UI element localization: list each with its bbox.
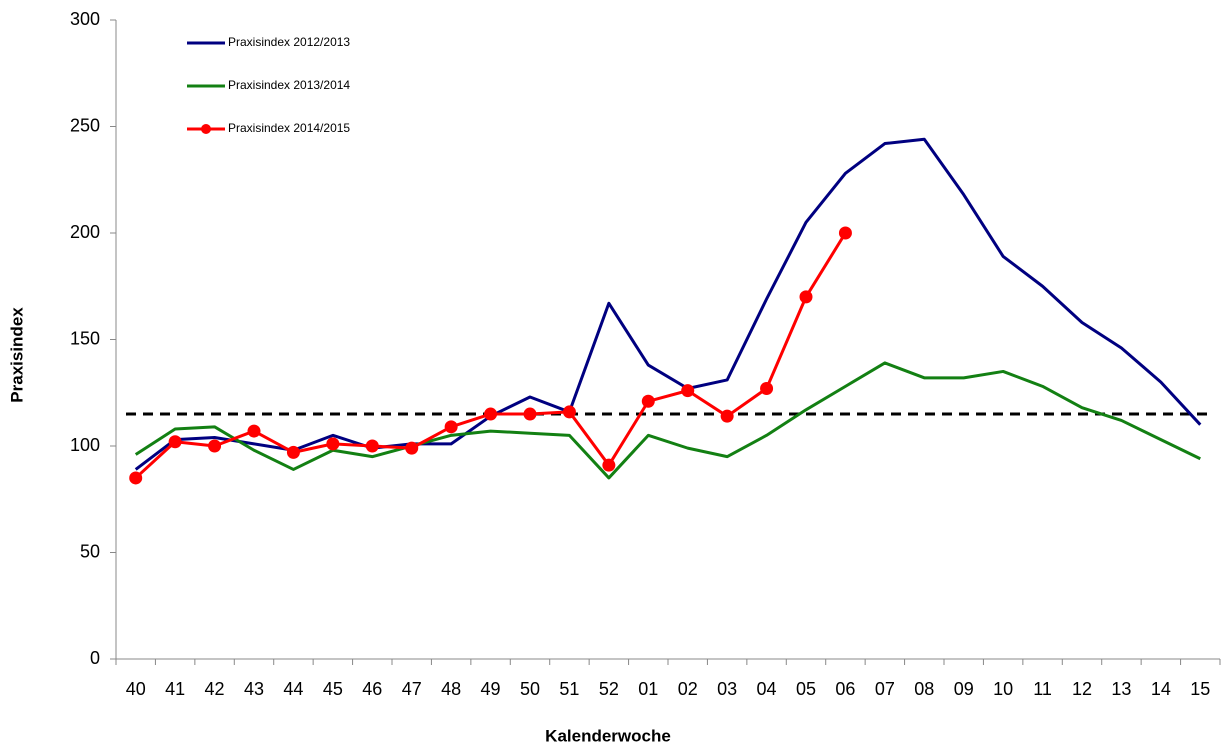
x-tick-label: 50	[520, 679, 540, 699]
series-marker	[641, 394, 655, 408]
legend-label: Praxisindex 2013/2014	[228, 78, 350, 92]
x-tick-label: 06	[835, 679, 855, 699]
x-tick-label: 12	[1072, 679, 1092, 699]
series-marker	[720, 409, 734, 423]
series-marker	[286, 445, 300, 459]
x-tick-label: 43	[244, 679, 264, 699]
x-tick-label: 07	[875, 679, 895, 699]
x-tick-label: 44	[283, 679, 303, 699]
series-marker	[838, 226, 852, 240]
y-tick-label: 200	[70, 222, 100, 242]
series-marker	[405, 441, 419, 455]
x-tick-label: 01	[638, 679, 658, 699]
series-marker	[602, 458, 616, 472]
x-tick-label: 11	[1033, 679, 1052, 699]
x-tick-label: 08	[914, 679, 934, 699]
legend-label: Praxisindex 2014/2015	[228, 121, 350, 135]
x-tick-label: 48	[441, 679, 461, 699]
x-tick-label: 42	[205, 679, 225, 699]
y-tick-label: 0	[90, 648, 100, 668]
x-tick-label: 03	[717, 679, 737, 699]
x-tick-label: 15	[1190, 679, 1210, 699]
x-tick-label: 13	[1111, 679, 1131, 699]
y-tick-label: 250	[70, 115, 100, 135]
x-tick-label: 49	[481, 679, 501, 699]
x-tick-label: 41	[165, 679, 185, 699]
x-tick-label: 04	[757, 679, 777, 699]
series-marker	[168, 435, 182, 449]
series-marker	[760, 381, 774, 395]
series-marker	[444, 420, 458, 434]
series-marker	[799, 290, 813, 304]
series-marker	[562, 405, 576, 419]
y-axis-title: Praxisindex	[7, 307, 26, 403]
x-tick-label: 05	[796, 679, 816, 699]
series-line	[134, 361, 1201, 480]
series-marker	[365, 439, 379, 453]
x-tick-label: 47	[402, 679, 422, 699]
series-marker	[129, 471, 143, 485]
x-tick-label: 14	[1151, 679, 1171, 699]
y-tick-label: 300	[70, 9, 100, 29]
x-tick-label: 46	[362, 679, 382, 699]
x-tick-label: 09	[954, 679, 974, 699]
x-axis-title: Kalenderwoche	[545, 726, 671, 745]
x-tick-label: 51	[559, 679, 579, 699]
series-marker	[523, 407, 537, 421]
legend-label: Praxisindex 2012/2013	[228, 35, 350, 49]
series-marker	[247, 424, 261, 438]
x-tick-label: 02	[678, 679, 698, 699]
series-line	[134, 137, 1202, 471]
series-marker	[326, 437, 340, 451]
y-tick-label: 50	[80, 541, 100, 561]
y-tick-label: 150	[70, 328, 100, 348]
x-tick-label: 10	[993, 679, 1013, 699]
series-marker	[208, 439, 222, 453]
x-tick-label: 40	[126, 679, 146, 699]
y-tick-label: 100	[70, 435, 100, 455]
x-tick-label: 52	[599, 679, 619, 699]
legend-marker	[201, 124, 211, 134]
series-marker	[484, 407, 498, 421]
series-marker	[681, 384, 695, 398]
x-tick-label: 45	[323, 679, 343, 699]
